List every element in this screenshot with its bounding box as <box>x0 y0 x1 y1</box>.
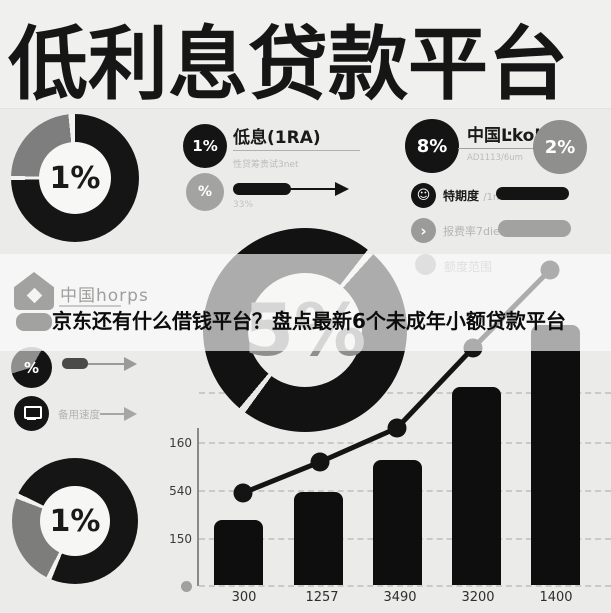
page-title: 低利息贷款平台 <box>8 18 568 111</box>
mid-progress-pill <box>233 183 291 195</box>
arrow-right-icon <box>124 407 137 421</box>
monitor-base-glyph <box>27 418 36 420</box>
gridline-baseline <box>199 585 611 587</box>
x-tick: 1400 <box>539 590 573 605</box>
donut-bottom-left-value: 1% <box>40 486 110 556</box>
origin-dot-icon <box>181 581 192 592</box>
brand-underline <box>59 305 121 307</box>
bar-3490 <box>373 460 422 585</box>
left-progress-pill <box>62 358 88 369</box>
x-tick: 1257 <box>305 590 339 605</box>
bar-1400 <box>531 325 580 585</box>
bar-3200 <box>452 387 501 585</box>
brand-label: 中国horps <box>60 286 149 306</box>
percent-badge-gray: % <box>186 173 224 211</box>
home-icon-body <box>16 313 52 331</box>
donut-chart-top-left: 1% <box>11 114 139 242</box>
right-subtext: AD1113/6um <box>467 153 523 163</box>
mid-heading: 低息(1RA) <box>233 128 321 148</box>
donut-top-left-value: 1% <box>39 142 111 214</box>
y-tick: 150 <box>169 532 192 546</box>
right-row3-bar <box>498 220 571 237</box>
banner-headline: 京东还有什么借钱平台？盘点最新6个未成年小额贷款平台 <box>52 309 566 333</box>
bar-300 <box>214 520 263 585</box>
y-tick: 160 <box>169 436 192 450</box>
right-row2-label-text: 特期度 <box>443 189 480 203</box>
y-tick: 540 <box>169 484 192 498</box>
donut-chart-bottom-left: 1% <box>12 458 138 584</box>
y-axis <box>197 428 199 586</box>
mid-heading-underline <box>233 150 360 151</box>
x-tick: 300 <box>231 590 257 605</box>
seam-line <box>0 108 611 109</box>
left-arrow-line-2 <box>100 413 126 415</box>
x-tick: 3200 <box>461 590 495 605</box>
mid-subtext: 性贷筹贵试3net <box>233 160 299 170</box>
x-tick: 3490 <box>383 590 417 605</box>
left-row2-label: 备用速度 <box>58 409 100 421</box>
arrow-right-icon <box>124 357 137 371</box>
chevron-icon: › <box>411 218 436 243</box>
smiley-icon: ☺ <box>411 183 436 208</box>
right-badge-dark: 8% <box>405 119 459 173</box>
right-heading-underline <box>458 148 562 149</box>
bar-1257 <box>294 492 343 585</box>
percent-badge-dark: 1% <box>183 124 227 168</box>
left-arrow-line-1 <box>88 363 126 365</box>
right-badge-gray: 2% <box>533 120 587 174</box>
mid-arrow-line <box>291 188 337 190</box>
right-row2-bar <box>496 187 569 200</box>
right-heading: 中国ĿkoĻ <box>467 126 546 146</box>
arrow-right-icon <box>335 182 349 196</box>
percent-badge-split: % <box>11 347 52 388</box>
monitor-icon <box>14 396 49 431</box>
title-band <box>0 0 611 108</box>
right-row3-label: 报费率7died <box>443 225 507 238</box>
mid-caption: 33% <box>233 200 254 210</box>
